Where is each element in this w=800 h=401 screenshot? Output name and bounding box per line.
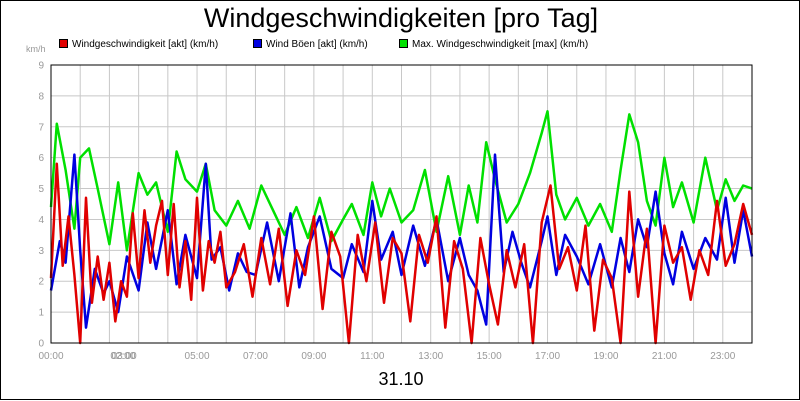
y-tick-label: 8 [38, 91, 44, 102]
x-tick-label: 03:00 [112, 351, 137, 362]
series-line-0 [49, 110, 753, 252]
x-tick-label: 19:00 [593, 351, 618, 362]
legend-swatch-red [59, 38, 68, 48]
y-axis-unit-label: km/h [26, 44, 46, 54]
date-label: 31.10 [378, 369, 424, 389]
legend-item-wind-boeen: Wind Böen [akt] (km/h) [253, 38, 368, 51]
x-tick-label: 05:00 [185, 351, 210, 362]
legend-item-max-windgeschwindigkeit: Max. Windgeschwindigkeit [max] (km/h) [399, 38, 589, 51]
legend-swatch-green [399, 38, 408, 48]
y-tick-label: 7 [38, 122, 44, 133]
y-tick-label: 2 [38, 277, 44, 288]
legend-label-max-windgeschwindigkeit: Max. Windgeschwindigkeit [max] (km/h) [412, 39, 589, 50]
plot-border [50, 64, 753, 344]
x-tick-label: 15:00 [477, 351, 502, 362]
x-tick-label: 21:00 [652, 351, 677, 362]
y-tick-label: 9 [38, 61, 44, 72]
y-tick-label: 3 [38, 246, 44, 257]
chart-title: Windgeschwindigkeiten [pro Tag] [203, 3, 599, 33]
y-tick-label: 4 [38, 215, 44, 226]
y-tick-label: 6 [38, 153, 44, 164]
x-tick-label: 13:00 [418, 351, 443, 362]
x-tick-label: 09:00 [301, 351, 326, 362]
legend-swatch-blue [253, 38, 262, 48]
x-tick-label: 17:00 [535, 351, 560, 362]
y-tick-label: 1 [38, 308, 44, 319]
series-line-1 [49, 153, 754, 329]
x-tick-label: 11:00 [360, 351, 385, 362]
x-tick-label: 23:00 [710, 351, 735, 362]
x-tick-label: 07:00 [243, 351, 268, 362]
legend-label-windgeschwindigkeit: Windgeschwindigkeit [akt] (km/h) [72, 39, 219, 50]
legend-item-windgeschwindigkeit: Windgeschwindigkeit [akt] (km/h) [59, 38, 219, 51]
x-tick-label: 02:00 [110, 351, 135, 362]
legend-label-wind-boeen: Wind Böen [akt] (km/h) [266, 39, 368, 50]
x-tick-label: 00:00 [38, 351, 63, 362]
y-tick-label: 5 [38, 184, 44, 195]
y-tick-label: 0 [38, 339, 44, 350]
